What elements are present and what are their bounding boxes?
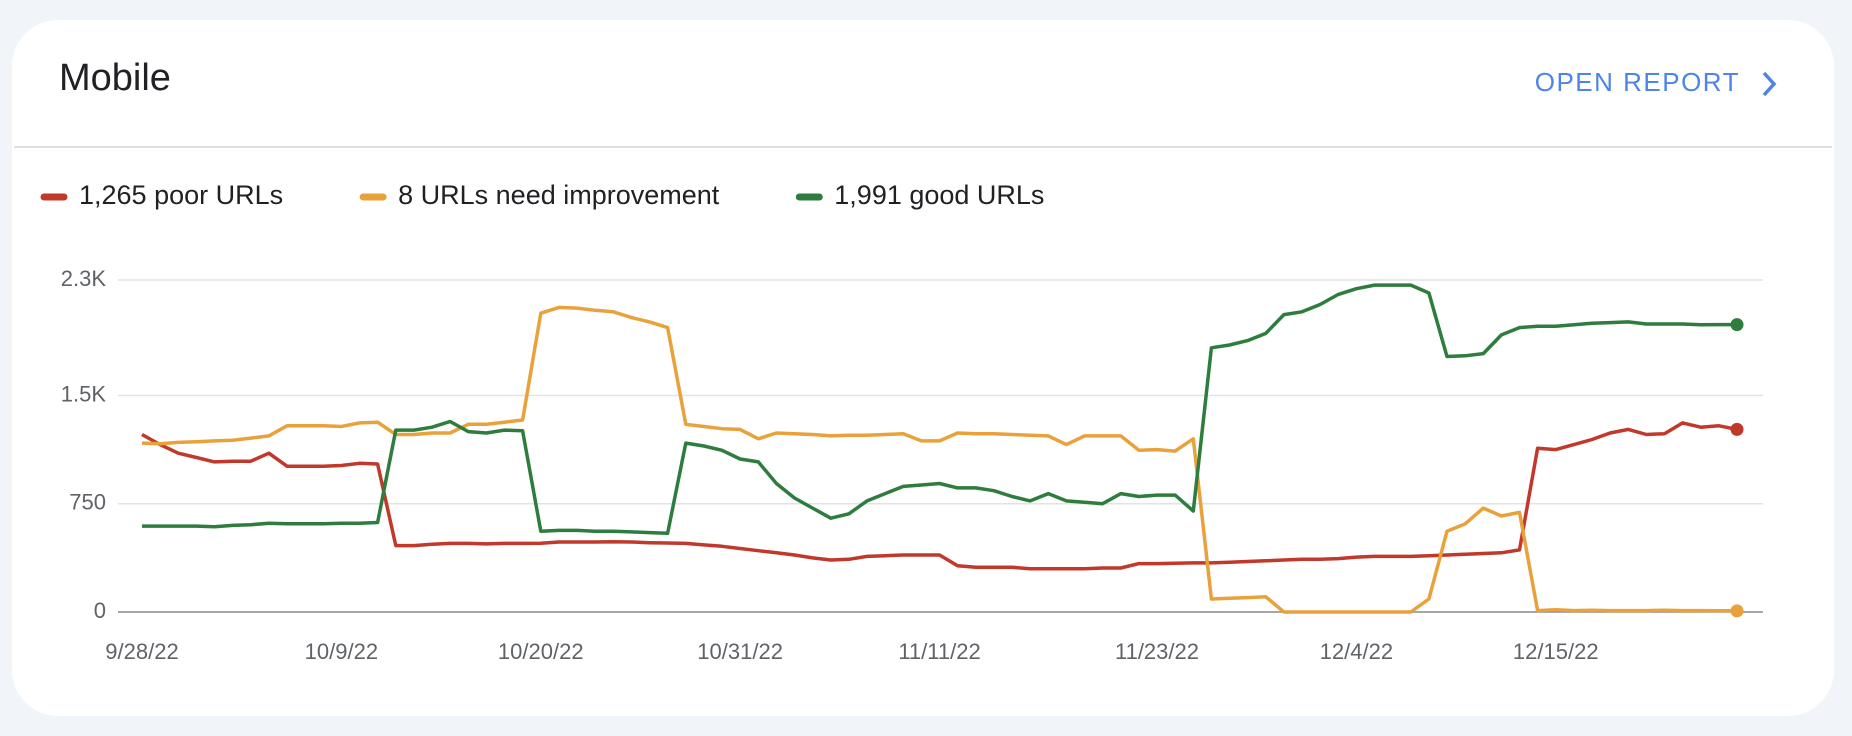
- y-tick-label: 750: [69, 490, 106, 515]
- end-dot: [1730, 422, 1744, 436]
- x-tick-label: 10/9/22: [305, 639, 378, 664]
- open-report-link[interactable]: OPEN REPORT: [1535, 67, 1777, 97]
- x-tick-label: 10/20/22: [498, 639, 584, 664]
- legend-label: 1,265 poor URLs: [79, 180, 283, 210]
- series-line: [142, 283, 1737, 536]
- x-tick-label: 9/28/22: [105, 639, 178, 664]
- x-tick-label: 12/15/22: [1513, 639, 1599, 664]
- x-tick-label: 11/23/22: [1115, 639, 1199, 664]
- legend-label: 1,991 good URLs: [834, 180, 1044, 210]
- open-report-text[interactable]: OPEN REPORT: [1535, 67, 1740, 97]
- x-tick-label: 12/4/22: [1320, 639, 1393, 664]
- legend-label: 8 URLs need improvement: [398, 180, 720, 210]
- y-tick-label: 0: [94, 598, 106, 623]
- y-tick-label: 2.3K: [61, 266, 107, 291]
- x-tick-label: 11/11/22: [898, 639, 980, 664]
- end-dot: [1730, 318, 1744, 332]
- chevron-icon[interactable]: [1762, 71, 1777, 97]
- card-title: Mobile: [59, 57, 171, 99]
- series-line: [141, 421, 1738, 571]
- x-tick-label: 10/31/22: [697, 639, 783, 664]
- series-line: [141, 305, 1737, 614]
- end-dot: [1730, 604, 1744, 618]
- y-tick-label: 1.5K: [61, 381, 107, 406]
